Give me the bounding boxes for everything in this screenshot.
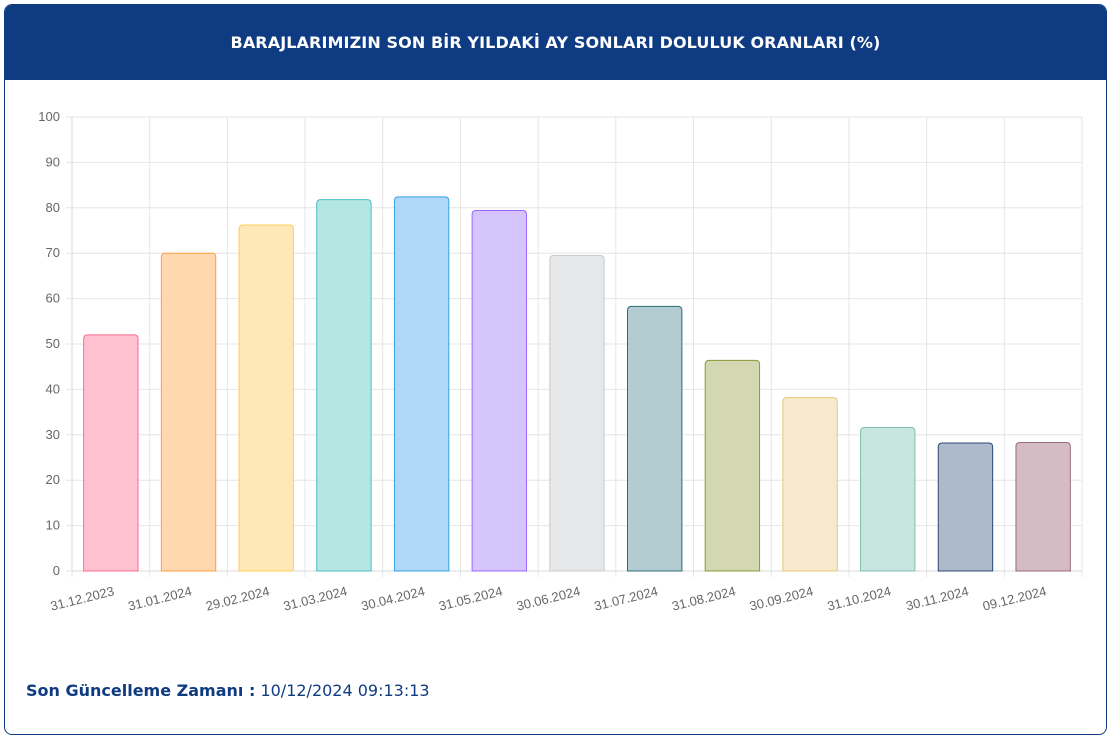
y-tick-label: 30: [46, 427, 60, 442]
bar-09.12.2024: [1015, 442, 1071, 572]
bar-30.04.2024: [393, 196, 450, 572]
x-tick-label: 29.02.2024: [204, 583, 271, 613]
x-tick-label: 31.05.2024: [437, 583, 504, 613]
bar-31.05.2024: [471, 210, 527, 572]
card-header: BARAJLARIMIZIN SON BİR YILDAKİ AY SONLAR…: [5, 5, 1106, 80]
bar-31.07.2024: [627, 305, 683, 572]
y-tick-label: 60: [46, 291, 60, 306]
y-tick-label: 80: [46, 200, 60, 215]
bar-29.02.2024: [238, 224, 294, 572]
chart-title: BARAJLARIMIZIN SON BİR YILDAKİ AY SONLAR…: [230, 33, 881, 52]
y-tick-label: 0: [53, 563, 60, 578]
x-tick-label: 31.12.2023: [49, 583, 116, 613]
bar-31.03.2024: [316, 199, 372, 572]
bar-30.06.2024: [549, 254, 605, 572]
y-tick-label: 20: [46, 472, 60, 487]
bar-30.11.2024: [937, 442, 994, 572]
y-tick-label: 50: [46, 336, 60, 351]
last-updated-value: 10/12/2024 09:13:13: [255, 681, 430, 700]
bar-31.10.2024: [860, 427, 916, 572]
x-tick-label: 31.07.2024: [593, 583, 660, 613]
y-tick-label: 10: [46, 518, 60, 533]
bar-31.12.2023: [83, 334, 139, 572]
x-tick-label: 31.08.2024: [670, 583, 737, 613]
y-tick-label: 40: [46, 381, 60, 396]
x-tick-label: 30.04.2024: [360, 583, 427, 613]
x-tick-label: 31.01.2024: [126, 583, 193, 613]
y-tick-label: 90: [46, 154, 60, 169]
bar-30.09.2024: [782, 397, 838, 572]
y-tick-label: 70: [46, 245, 60, 260]
bar-31.08.2024: [704, 359, 761, 572]
last-updated: Son Güncelleme Zamanı : 10/12/2024 09:13…: [26, 681, 430, 700]
x-tick-label: 09.12.2024: [981, 583, 1048, 613]
last-updated-label: Son Güncelleme Zamanı :: [26, 681, 256, 700]
x-tick-label: 30.09.2024: [748, 583, 815, 613]
x-tick-label: 31.10.2024: [826, 583, 893, 613]
x-tick-label: 30.11.2024: [904, 583, 970, 613]
y-tick-label: 100: [38, 109, 60, 124]
bar-31.01.2024: [160, 252, 217, 572]
x-tick-label: 30.06.2024: [515, 583, 582, 613]
x-tick-label: 31.03.2024: [282, 583, 349, 613]
